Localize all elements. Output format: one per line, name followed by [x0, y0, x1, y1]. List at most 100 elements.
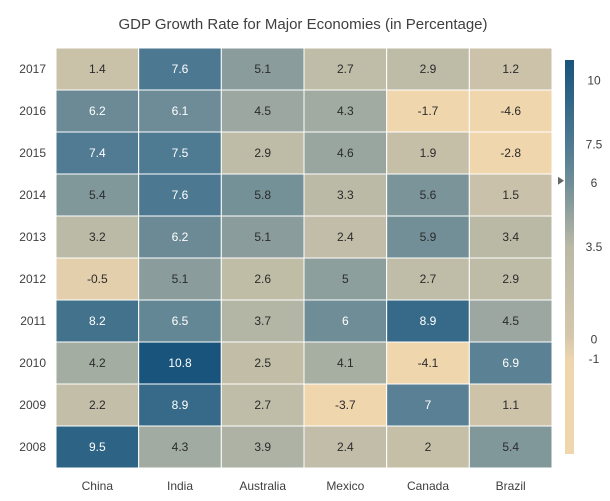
- cell-value-label: 2.9: [502, 272, 519, 286]
- cell-value-label: -4.1: [418, 356, 439, 370]
- legend-tick-label: 7.5: [586, 137, 603, 151]
- y-tick-label: 2011: [20, 314, 46, 328]
- y-tick-label: 2014: [19, 188, 46, 202]
- cell-value-label: 2.2: [89, 398, 106, 412]
- heatmap-cell: [55, 299, 140, 343]
- legend-gradient-bar: [565, 60, 574, 454]
- cell-value-label: 5.4: [89, 188, 106, 202]
- cell-value-label: 5.8: [254, 188, 271, 202]
- heatmap-cell: [468, 425, 553, 469]
- cell-value-label: 7.6: [172, 188, 189, 202]
- heatmap-cell: [138, 47, 222, 91]
- cell-value-label: 5: [342, 272, 349, 286]
- legend-pointer-icon: [558, 176, 564, 185]
- cell-value-label: 6.2: [89, 104, 106, 118]
- cell-value-label: 6.2: [172, 230, 189, 244]
- heatmap-cell: [468, 383, 553, 427]
- heatmap-cell: [468, 215, 553, 259]
- cell-value-label: 6.1: [172, 104, 189, 118]
- heatmap-cell: [55, 257, 140, 301]
- legend-labels: -1 0 3.5 6 7.5 10: [586, 73, 603, 365]
- cell-value-label: 5.9: [420, 230, 437, 244]
- heatmap-cell: [138, 131, 222, 175]
- heatmap-cell: [303, 299, 388, 343]
- legend-tick-label: 0: [591, 332, 598, 346]
- cell-value-label: 8.9: [420, 314, 437, 328]
- heatmap-cell: [303, 131, 388, 175]
- heatmap-cell: [468, 299, 553, 343]
- cell-value-label: 1.5: [502, 188, 519, 202]
- heatmap-cell: [468, 173, 553, 217]
- cell-value-label: 1.4: [89, 62, 106, 76]
- heatmap-cells: 1.4 7.6 5.1 2.7 2.9 1.2 6.2 6.1 4.5 4.3 -1.7 -4.6 7.…: [55, 47, 553, 469]
- heatmap-cell: [55, 215, 140, 259]
- y-tick-label: 2015: [19, 146, 46, 160]
- cell-value-label: -0.5: [87, 272, 108, 286]
- cell-value-label: 3.9: [254, 440, 271, 454]
- x-axis-ticks: China India Australia Mexico Canada Brazil: [82, 479, 526, 493]
- cell-value-label: 10.8: [168, 356, 192, 370]
- cell-value-label: 2.5: [254, 356, 271, 370]
- heatmap-cell: [55, 425, 140, 469]
- cell-value-label: 5.1: [254, 230, 271, 244]
- heatmap-cell: [220, 47, 305, 91]
- heatmap-cell: [220, 299, 305, 343]
- cell-value-label: 3.4: [502, 230, 519, 244]
- cell-value-label: 4.3: [337, 104, 354, 118]
- heatmap-cell: [386, 383, 470, 427]
- cell-value-label: 1.1: [502, 398, 519, 412]
- cell-value-label: 2.9: [420, 62, 437, 76]
- heatmap-cell: [386, 131, 470, 175]
- y-tick-label: 2012: [19, 272, 46, 286]
- heatmap-cell: [138, 89, 222, 133]
- heatmap-cell: [386, 425, 470, 469]
- cell-value-label: 7.4: [89, 146, 106, 160]
- x-tick-label: China: [82, 479, 114, 493]
- heatmap-cell: [55, 47, 140, 91]
- cell-value-label: 6.9: [502, 356, 519, 370]
- heatmap-cell: [220, 425, 305, 469]
- heatmap-cell: [220, 173, 305, 217]
- heatmap-cell: [303, 89, 388, 133]
- heatmap-cell: [303, 341, 388, 385]
- cell-value-label: 7: [425, 398, 432, 412]
- heatmap-cell: [386, 341, 470, 385]
- cell-value-label: -4.6: [500, 104, 521, 118]
- y-tick-label: 2008: [19, 440, 46, 454]
- cell-value-label: 3.7: [254, 314, 271, 328]
- cell-value-label: 5.4: [502, 440, 519, 454]
- heatmap-cell: [55, 341, 140, 385]
- cell-value-label: 5.1: [172, 272, 189, 286]
- cell-value-label: 6.5: [172, 314, 189, 328]
- cell-value-label: 4.3: [172, 440, 189, 454]
- cell-value-label: 5.6: [420, 188, 437, 202]
- cell-value-label: 1.2: [502, 62, 519, 76]
- heatmap-cell: [386, 173, 470, 217]
- cell-value-label: 8.2: [89, 314, 106, 328]
- heatmap-cell: [55, 383, 140, 427]
- y-tick-label: 2016: [19, 104, 46, 118]
- cell-value-label: -3.7: [335, 398, 356, 412]
- x-tick-label: Mexico: [326, 479, 364, 493]
- x-tick-label: India: [167, 479, 193, 493]
- cell-value-label: 7.5: [172, 146, 189, 160]
- cell-value-label: 2.4: [337, 440, 354, 454]
- cell-value-label: 2.7: [254, 398, 271, 412]
- cell-value-label: 8.9: [172, 398, 189, 412]
- y-tick-label: 2010: [19, 356, 46, 370]
- legend-tick-label: -1: [589, 352, 600, 366]
- cell-value-label: -2.8: [500, 146, 521, 160]
- y-axis-ticks: 2017 2016 2015 2014 2013 2012 2011 2010 2009 2008: [19, 62, 46, 454]
- cell-value-label: 4.1: [337, 356, 354, 370]
- heatmap-cell: [138, 425, 222, 469]
- y-tick-label: 2013: [19, 230, 46, 244]
- cell-value-label: 2.9: [254, 146, 271, 160]
- legend-tick-label: 10: [587, 73, 601, 87]
- heatmap-cell: [220, 341, 305, 385]
- cell-value-label: 2.7: [420, 272, 437, 286]
- y-tick-label: 2017: [19, 62, 46, 76]
- legend-tick-label: 3.5: [586, 240, 603, 254]
- heatmap-cell: [468, 131, 553, 175]
- color-legend: -1 0 3.5 6 7.5 10: [558, 60, 603, 454]
